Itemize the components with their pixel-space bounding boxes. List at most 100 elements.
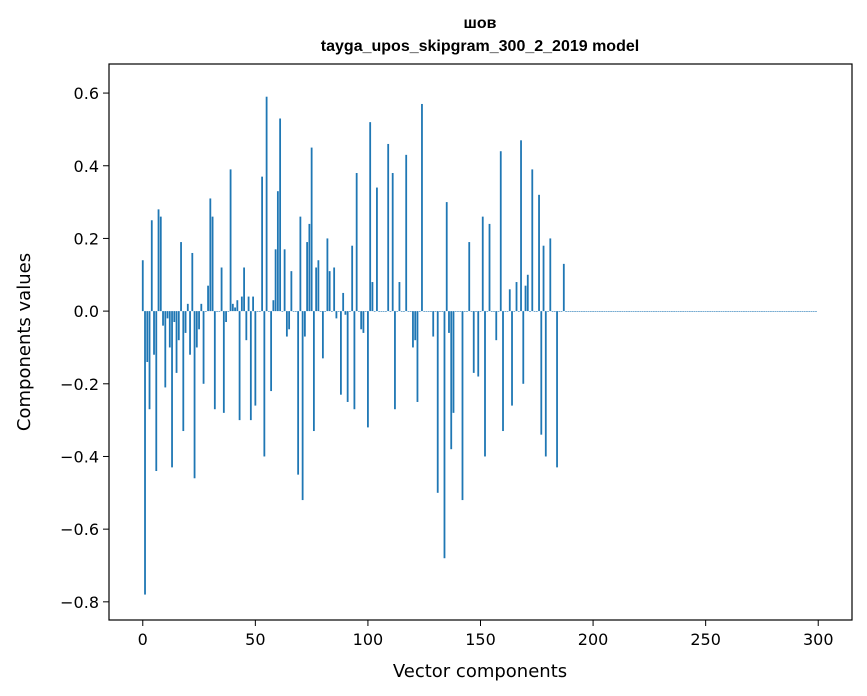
bar-98 bbox=[362, 311, 365, 333]
bar-177 bbox=[540, 311, 543, 435]
bar-82 bbox=[326, 238, 329, 312]
bar-56 bbox=[267, 311, 270, 312]
bar-106 bbox=[380, 311, 383, 312]
bar-135 bbox=[445, 202, 448, 312]
bar-119 bbox=[409, 311, 412, 312]
bar-213 bbox=[621, 311, 624, 312]
bar-97 bbox=[360, 311, 363, 330]
bar-118 bbox=[407, 311, 410, 312]
bar-207 bbox=[607, 311, 610, 312]
bar-297 bbox=[810, 311, 813, 312]
bar-125 bbox=[423, 311, 426, 312]
x-tick-label-150: 150 bbox=[465, 630, 496, 649]
bar-3 bbox=[148, 311, 151, 410]
bar-66 bbox=[290, 271, 293, 312]
bar-292 bbox=[799, 311, 802, 312]
bar-26 bbox=[200, 303, 203, 312]
bar-224 bbox=[646, 311, 649, 312]
bar-180 bbox=[547, 311, 549, 312]
bar-127 bbox=[427, 311, 430, 312]
bar-214 bbox=[623, 311, 626, 312]
bar-222 bbox=[641, 311, 644, 312]
bar-201 bbox=[594, 311, 597, 312]
bar-229 bbox=[657, 311, 660, 312]
bar-284 bbox=[781, 311, 784, 312]
bar-112 bbox=[394, 311, 396, 410]
bar-248 bbox=[700, 311, 703, 312]
bar-85 bbox=[333, 267, 336, 312]
bar-289 bbox=[792, 311, 795, 312]
bar-205 bbox=[603, 311, 606, 312]
bar-31 bbox=[211, 216, 214, 312]
bar-2 bbox=[146, 311, 149, 362]
bar-249 bbox=[702, 311, 705, 312]
bar-91 bbox=[346, 311, 349, 402]
bar-164 bbox=[511, 311, 513, 406]
bar-277 bbox=[765, 311, 768, 312]
bar-147 bbox=[472, 311, 475, 373]
bar-52 bbox=[258, 311, 261, 312]
bar-104 bbox=[376, 187, 378, 312]
bar-200 bbox=[592, 311, 594, 312]
bar-291 bbox=[797, 311, 799, 312]
bar-46 bbox=[245, 311, 248, 341]
bar-32 bbox=[213, 311, 216, 410]
bar-181 bbox=[549, 238, 552, 312]
bar-283 bbox=[779, 311, 781, 312]
bar-124 bbox=[421, 103, 423, 312]
y-tick-label-2: −0.4 bbox=[60, 447, 99, 466]
bar-243 bbox=[688, 311, 691, 312]
bar-51 bbox=[256, 311, 259, 312]
bar-42 bbox=[236, 300, 239, 312]
bar-251 bbox=[707, 311, 709, 312]
bar-33 bbox=[216, 311, 218, 312]
x-axis-ticks: 0 50 100 150 200 250 300 bbox=[138, 620, 834, 649]
bar-259 bbox=[725, 311, 727, 312]
bar-193 bbox=[576, 311, 579, 312]
bar-109 bbox=[387, 143, 390, 312]
bar-191 bbox=[571, 311, 574, 312]
bar-96 bbox=[358, 311, 360, 312]
bar-102 bbox=[371, 282, 374, 312]
bar-19 bbox=[184, 311, 187, 333]
bar-237 bbox=[675, 311, 678, 312]
bar-183 bbox=[553, 311, 556, 312]
bar-187 bbox=[562, 263, 565, 312]
bar-174 bbox=[533, 311, 536, 312]
bar-88 bbox=[340, 311, 342, 395]
bar-232 bbox=[664, 311, 667, 312]
bar-77 bbox=[315, 267, 318, 312]
bar-162 bbox=[506, 311, 509, 312]
bar-113 bbox=[396, 311, 399, 312]
bar-59 bbox=[274, 249, 277, 312]
bar-14 bbox=[173, 311, 176, 323]
bar-208 bbox=[610, 311, 612, 312]
bar-110 bbox=[389, 311, 392, 312]
x-axis-label: Vector components bbox=[393, 661, 567, 682]
bar-165 bbox=[513, 311, 516, 312]
bar-261 bbox=[729, 311, 732, 312]
bar-166 bbox=[515, 282, 518, 312]
bar-21 bbox=[189, 311, 191, 355]
bar-234 bbox=[668, 311, 671, 312]
bar-101 bbox=[369, 122, 372, 312]
bar-115 bbox=[400, 311, 403, 312]
bar-250 bbox=[704, 311, 707, 312]
bar-152 bbox=[484, 311, 486, 457]
bar-274 bbox=[758, 311, 761, 312]
bar-239 bbox=[679, 311, 682, 312]
bar-67 bbox=[292, 311, 295, 312]
bar-151 bbox=[481, 216, 484, 312]
bar-220 bbox=[637, 311, 640, 312]
bar-247 bbox=[698, 311, 700, 312]
bar-272 bbox=[754, 311, 757, 312]
bar-75 bbox=[310, 147, 313, 312]
bar-71 bbox=[301, 311, 304, 501]
y-tick-label-7: 0.6 bbox=[74, 84, 99, 103]
bar-18 bbox=[182, 311, 185, 432]
bar-228 bbox=[655, 311, 658, 312]
bar-29 bbox=[207, 285, 209, 312]
bar-179 bbox=[544, 311, 547, 457]
bar-195 bbox=[580, 311, 583, 312]
bar-294 bbox=[803, 311, 806, 312]
